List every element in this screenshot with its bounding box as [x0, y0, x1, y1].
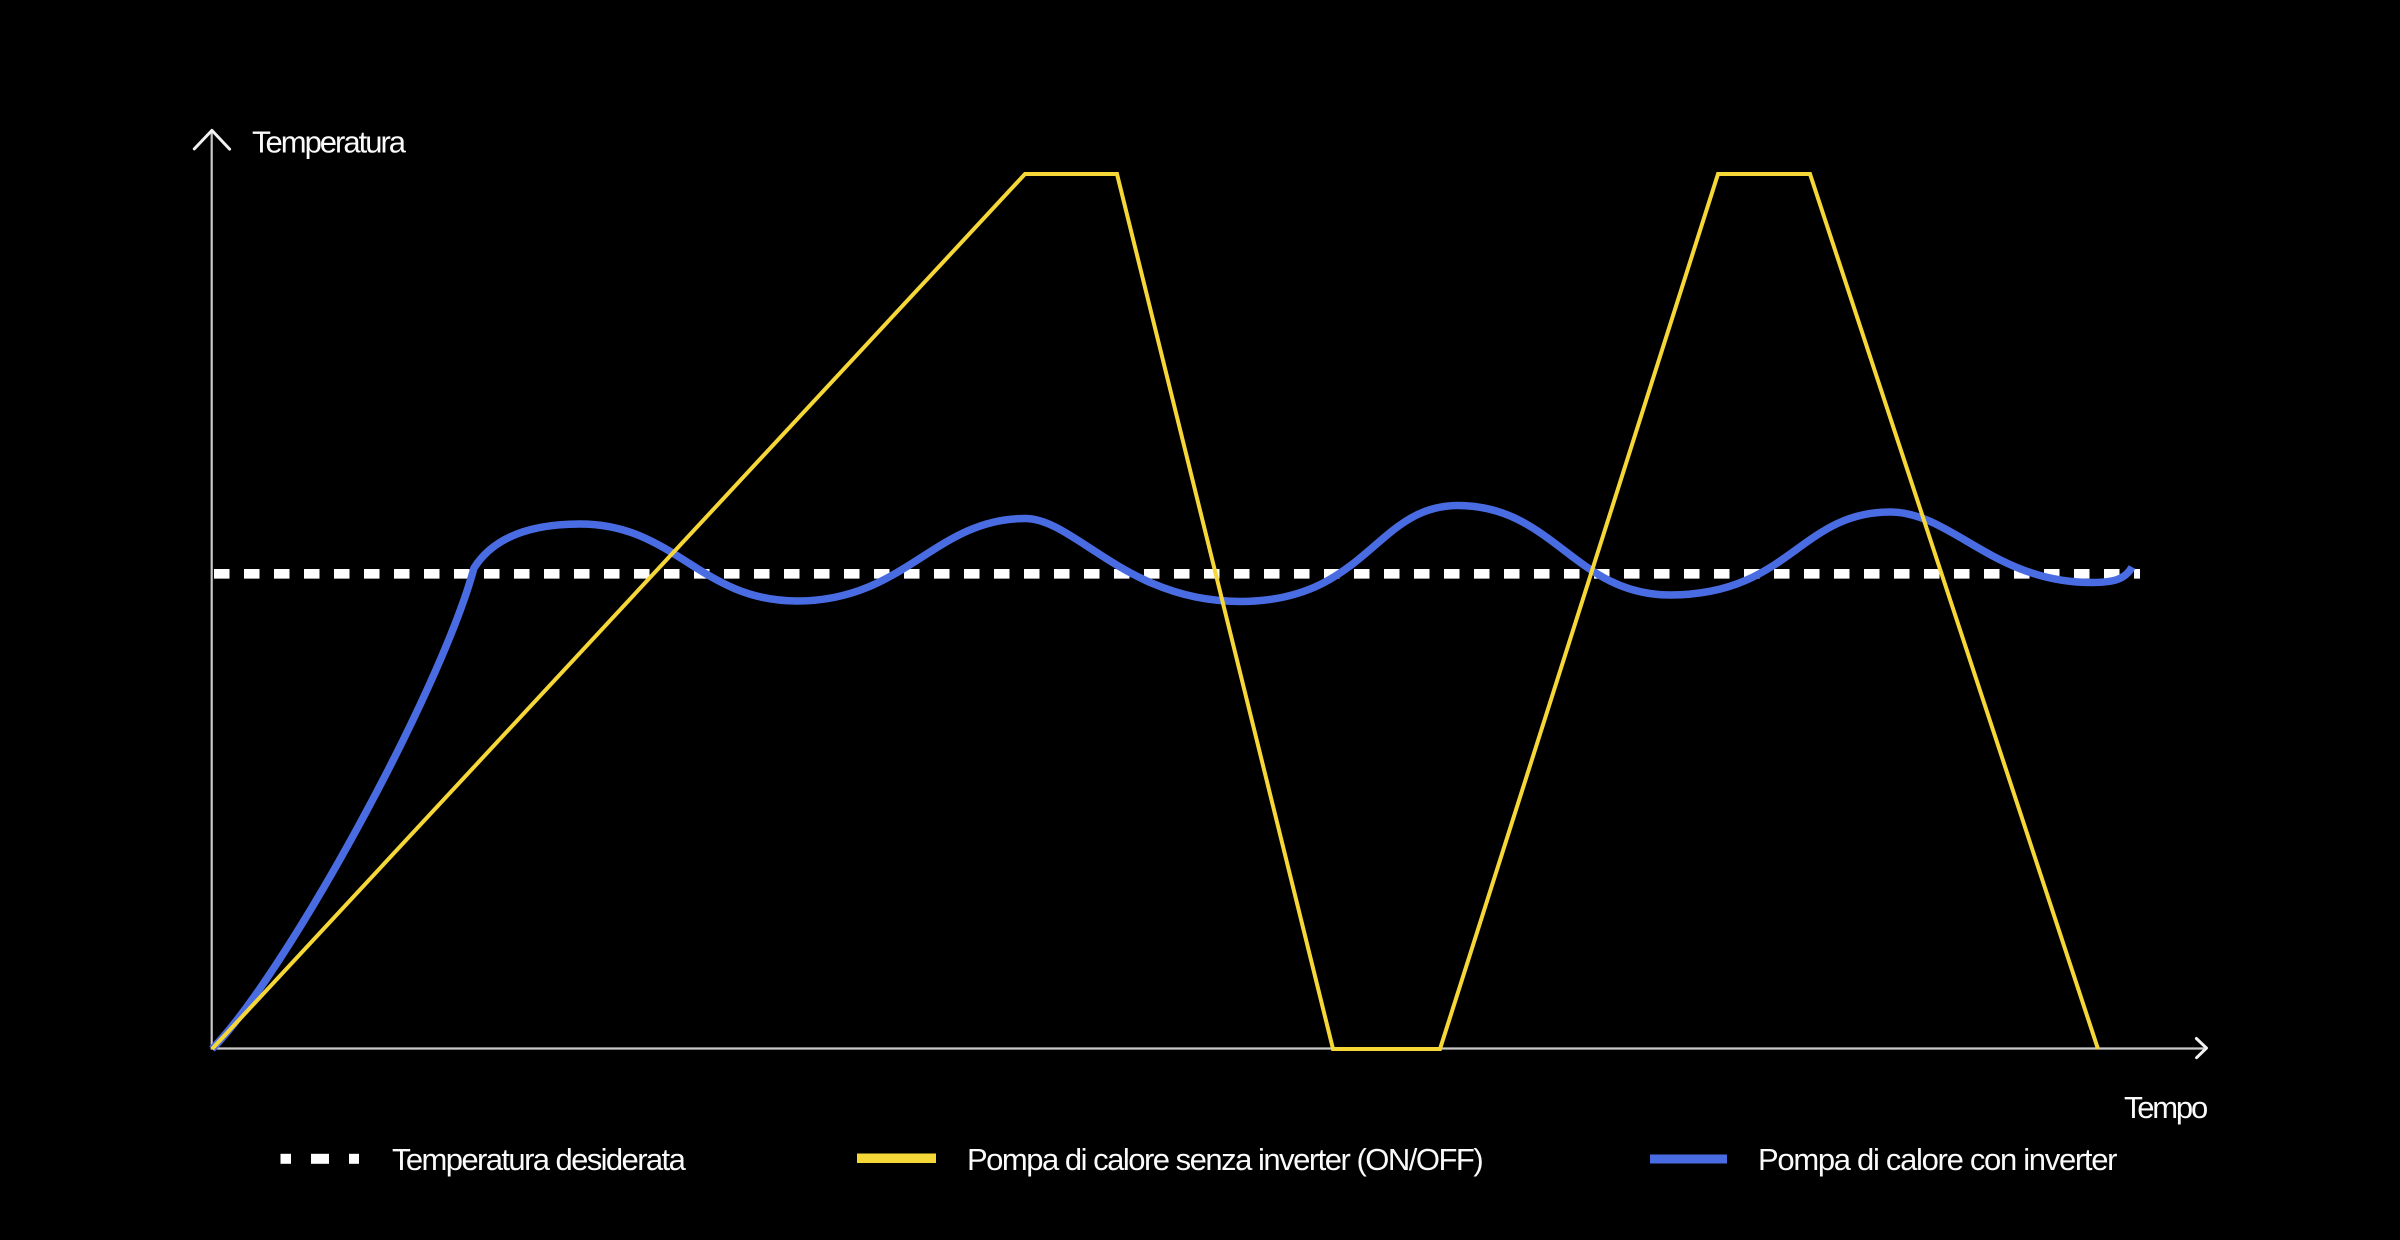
svg-text:Temperatura desiderata: Temperatura desiderata	[392, 1142, 687, 1177]
svg-text:Temperatura: Temperatura	[252, 125, 407, 160]
svg-text:Tempo: Tempo	[2124, 1090, 2207, 1125]
svg-text:Pompa di calore senza inverter: Pompa di calore senza inverter (ON/OFF)	[967, 1142, 1482, 1177]
svg-text:Pompa di calore con inverter: Pompa di calore con inverter	[1758, 1142, 2117, 1177]
